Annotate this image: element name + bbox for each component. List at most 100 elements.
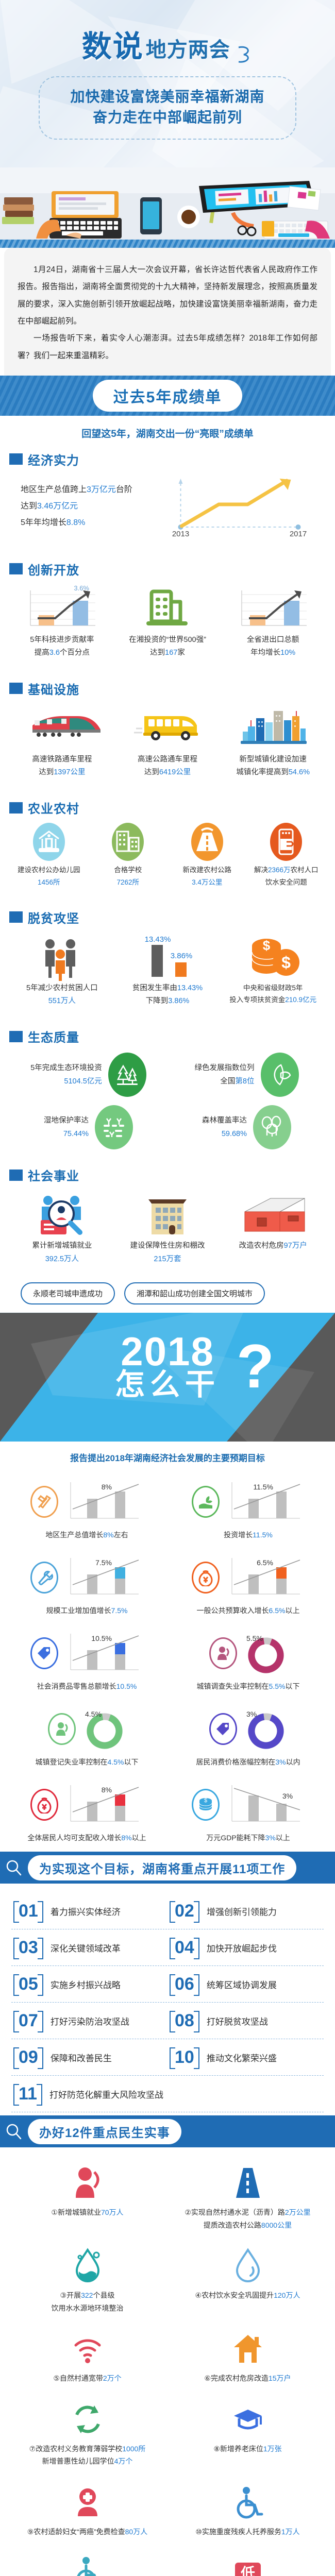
work-item-number: 10 xyxy=(170,2047,199,2070)
kindergarten-icon xyxy=(10,823,88,861)
person-icon xyxy=(209,1637,237,1670)
stat-card: 高速公路通车里程 达到6419公里 xyxy=(115,705,221,779)
section-subtitle-2018: 报告提出2018年湖南经济社会发展的主要预期目标 xyxy=(70,1453,265,1464)
target-card: 10.5% 社会消费品零售总额增长10.5% xyxy=(6,1621,167,1697)
year-2018: 2018 xyxy=(121,1329,214,1375)
section-subtitle-past: 回望这5年，湖南交出一份“亮眼”成绩单 xyxy=(81,428,254,439)
target-card: 7.5% 规模工业增加值增长7.5% xyxy=(6,1546,167,1621)
pine-trees-icon xyxy=(108,1053,146,1097)
stat-caption: 建设农村公办幼儿园 1456所 xyxy=(18,866,80,886)
target-label: 投资增长11.5% xyxy=(224,1531,273,1539)
category-economy: 经济实力 xyxy=(9,442,326,472)
svg-text:$: $ xyxy=(262,938,270,953)
svg-text:3%: 3% xyxy=(282,1792,292,1800)
low-price-icon: 低 xyxy=(171,2554,325,2576)
svg-text:低: 低 xyxy=(240,2565,255,2576)
work-item-number: 07 xyxy=(13,2011,43,2033)
stat-caption: 高速铁路通车里程 达到1397公里 xyxy=(32,755,92,776)
target-label: 地区生产总值增长8%左右 xyxy=(45,1531,128,1539)
stat-caption: 湿地保护率达 75.44% xyxy=(44,1116,89,1139)
livelihood-grid: ①新增城镇就业70万人 ②实现自然村通水泥（沥青）路2万公里 提质改造农村公路800… xyxy=(0,2147,335,2576)
livelihood-row: ⑦改造农村义务教育薄弱学校1000所 新增普惠性幼儿园学位4万个 ⑧新增养老床位1万… xyxy=(7,2394,328,2477)
stat-caption: 在湘投资的“世界500强” 达到167家 xyxy=(129,635,206,657)
society-block: 社会事业 xyxy=(0,1158,335,1313)
category-society: 社会事业 xyxy=(9,1158,326,1188)
stat-card: 5年完成生态环境投资 5104.5亿元 xyxy=(9,1053,167,1097)
category-ecology: 生态质量 xyxy=(9,1019,326,1049)
stat-caption: 全省进出口总额 年均增长10% xyxy=(246,635,299,657)
stat-card: 解决2366万农村人口 饮水安全问题 xyxy=(247,823,326,888)
work-item[interactable]: 01 着力振兴实体经济 xyxy=(11,1893,167,1929)
econ-x-start: 2013 xyxy=(172,530,189,537)
category-marker-icon xyxy=(9,563,23,575)
stat-caption: 改造农村危房97万户 xyxy=(239,1242,307,1250)
bar-chart-up: 8% xyxy=(70,1482,139,1519)
person-red-icon xyxy=(10,2165,164,2201)
employment-search-icon xyxy=(23,1191,100,1235)
work-item[interactable]: 11 打好防范化解重大风险攻坚战 xyxy=(11,2076,167,2112)
category-marker-icon xyxy=(9,1169,23,1181)
category-label: 生态质量 xyxy=(28,1031,79,1045)
work-row: 03 深化关键领域改革 04 加快开放崛起步伐 xyxy=(11,1929,324,1967)
target-card: 3% 居民消费价格涨幅控制在3%以内 xyxy=(167,1697,329,1773)
livelihood-item: ⑩实施重度残疾人托养服务1万人 xyxy=(167,2477,328,2548)
work-item-label: 打好污染防治攻坚战 xyxy=(50,2016,129,2027)
category-marker-icon xyxy=(9,683,23,694)
search-icon xyxy=(5,1859,23,1876)
target-label: 规模工业增加值增长7.5% xyxy=(46,1606,128,1615)
stat-card: 湿地保护率达 75.44% xyxy=(9,1105,167,1150)
stat-card: 高速铁路通车里程 达到1397公里 xyxy=(9,705,115,779)
livelihood-row: ③开展322个县级 饮用水水源地环境整治 ④农村饮水安全巩固提升120万人 xyxy=(7,2241,328,2324)
drinking-water-icon xyxy=(248,823,325,861)
work-item[interactable]: 08 打好脱贫攻坚战 xyxy=(167,2003,324,2039)
bar-label-high: 13.43% xyxy=(145,935,171,944)
stat-card: 森林覆盖率达 59.68% xyxy=(167,1105,326,1150)
svg-text:8%: 8% xyxy=(101,1483,111,1491)
page-title: 数说 地方两会 xyxy=(0,0,335,65)
work-item-label: 统筹区域协调发展 xyxy=(206,1980,277,1990)
work-item[interactable]: 03 深化关键领域改革 xyxy=(11,1929,167,1965)
work-item-label: 实施乡村振兴战略 xyxy=(50,1980,121,1990)
donut-chart: 5.5% xyxy=(246,1634,283,1673)
stat-caption: 高速公路通车里程 达到6419公里 xyxy=(138,755,197,776)
stat-caption: 合格学校 7262所 xyxy=(114,866,142,886)
svg-text:$: $ xyxy=(281,953,291,972)
person-icon xyxy=(47,1713,76,1745)
work-item-number: 05 xyxy=(13,1974,43,1996)
coin-stack-icon: $ xyxy=(191,1789,220,1821)
work-item[interactable]: 07 打好污染防治攻坚战 xyxy=(11,2003,167,2039)
title-main: 数说 xyxy=(81,30,144,63)
category-marker-icon xyxy=(9,802,23,814)
desk-scene-illustration xyxy=(0,167,335,240)
livelihood-item: ⑨农村适龄妇女“两癌”免费检查80万人 xyxy=(7,2477,167,2548)
road-blue-icon xyxy=(171,2165,325,2201)
work-items-list: 01 着力振兴实体经济 02 增强创新引领能力 03 深化关键领域改革 04 加快开放崛起步伐… xyxy=(0,1884,335,2115)
high-speed-train-icon xyxy=(23,705,101,749)
work-item[interactable]: 05 实施乡村振兴战略 xyxy=(11,1966,167,2002)
economy-growth-chart: 2013 2017 xyxy=(167,476,326,537)
hero-banner: 数说 地方两会 加快建设富饶美丽幸福新湖南 奋力走在中部崛起前列 xyxy=(0,0,335,240)
work-item[interactable]: 04 加快开放崛起步伐 xyxy=(167,1929,324,1965)
work-item[interactable]: 09 保障和改善民生 xyxy=(11,2039,167,2075)
livelihood-row: ⑪公路安全生命防护工程建设1.2万公里新增无障碍设施低⑫降低城乡居民用电、用气价… xyxy=(7,2547,328,2576)
money-bag-yuan-icon xyxy=(191,1562,220,1594)
livelihood-item: ③开展322个县级 饮用水水源地环境整治 xyxy=(7,2241,167,2324)
seedling-hand-icon xyxy=(191,1486,220,1518)
work-item-number: 03 xyxy=(13,1938,43,1960)
water-drop-blue-icon xyxy=(171,2248,325,2284)
stat-card: 13.43% 3.86% 贫困发生率由13.43% 下降到3.86% xyxy=(115,934,221,1008)
tag-civilized-city[interactable]: 湘潭和韶山成功创建全国文明城市 xyxy=(124,1282,265,1305)
stat-card: $ $ 中央和省级财政5年 投入专项扶贫资金210.9亿元 xyxy=(220,934,326,1008)
work-item[interactable]: 02 增强创新引领能力 xyxy=(167,1893,324,1929)
work-item-label: 保障和改善民生 xyxy=(50,2053,112,2063)
work-item[interactable]: 10 推动文化繁荣兴盛 xyxy=(167,2039,324,2075)
stat-card: 绿色发展指数位列 全国第8位 xyxy=(167,1053,326,1097)
target-card: 8% 全体居民人均可支配收入增长8%以上 xyxy=(6,1773,167,1849)
stat-caption: 5年科技进步贡献率 提高3.6个百分点 xyxy=(30,635,94,657)
work-item[interactable]: 06 统筹区域协调发展 xyxy=(167,1966,324,2002)
tag-heritage[interactable]: 永顺老司城申遗成功 xyxy=(21,1282,115,1305)
stat-caption: 绿色发展指数位列 全国第8位 xyxy=(194,1064,255,1086)
water-drop-teal-icon xyxy=(10,2248,164,2284)
svg-text:11.5%: 11.5% xyxy=(253,1483,273,1491)
ecology-block: 生态质量 5年完成生态环境投资 5104.5亿元 xyxy=(0,1019,335,1158)
